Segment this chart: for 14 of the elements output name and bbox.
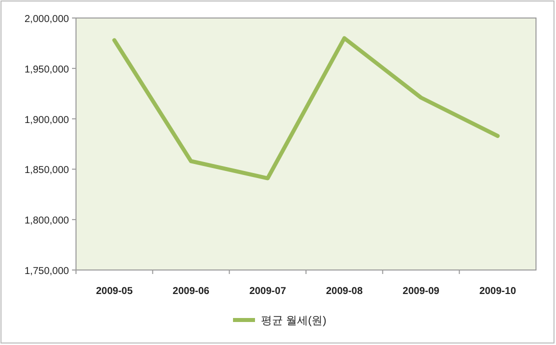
y-tick-label: 1,750,000 <box>24 266 70 277</box>
x-tick-label: 2009-07 <box>249 286 286 297</box>
x-tick-label: 2009-08 <box>326 286 364 297</box>
x-tick-label: 2009-10 <box>479 286 516 297</box>
y-tick-label: 1,950,000 <box>24 64 70 76</box>
legend-label: 평균 월세(원) <box>261 315 326 327</box>
y-tick-label: 1,800,000 <box>24 216 70 227</box>
x-tick-label: 2009-06 <box>172 286 210 297</box>
x-tick-label: 2009-05 <box>96 286 134 297</box>
y-tick-label: 1,900,000 <box>24 114 70 126</box>
x-tick-label: 2009-09 <box>402 286 440 297</box>
y-tick-label: 1,850,000 <box>24 165 70 176</box>
y-tick-label: 2,000,000 <box>24 14 70 25</box>
legend: 평균 월세(원) <box>233 315 326 327</box>
